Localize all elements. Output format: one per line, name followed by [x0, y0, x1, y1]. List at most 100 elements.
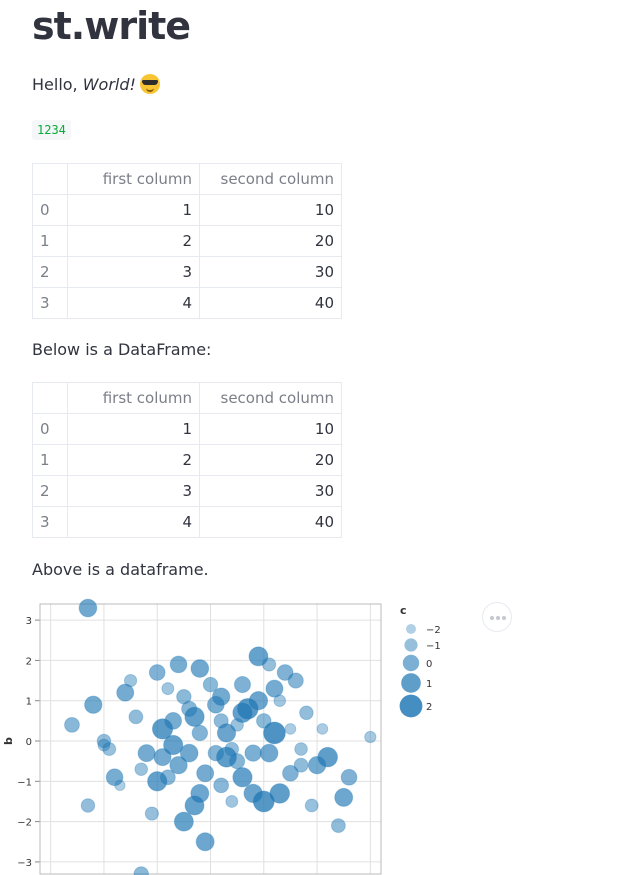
table-cell[interactable]: 30: [199, 256, 342, 288]
y-axis-label: b: [2, 737, 15, 745]
legend-symbol: [404, 638, 418, 652]
scatter-point: [248, 646, 269, 667]
table-cell[interactable]: 20: [199, 225, 342, 257]
hello-prefix: Hello,: [32, 75, 83, 94]
scatter-point: [196, 764, 215, 783]
hello-italic: World!: [82, 75, 136, 94]
table-cell[interactable]: 10: [199, 413, 342, 445]
scatter-point: [116, 683, 135, 702]
scatter-point: [173, 811, 194, 832]
table-row: 3 4 40: [32, 287, 342, 319]
scatter-point: [293, 757, 309, 773]
row-index: 1: [32, 225, 68, 257]
scatter-point: [244, 744, 262, 762]
scatter-point: [195, 832, 215, 852]
scatter-point: [105, 768, 124, 787]
scatter-point: [287, 672, 304, 689]
scatter-point: [96, 733, 112, 749]
y-tick-label: −1: [17, 777, 32, 788]
dataframe-table-1[interactable]: first column second column 0 1 10 1 2 20…: [32, 163, 342, 319]
scatter-point: [102, 742, 117, 757]
chart-menu-button[interactable]: [482, 602, 512, 632]
table-cell[interactable]: 1: [67, 194, 200, 226]
table-cell[interactable]: 4: [67, 287, 200, 319]
table-cell[interactable]: 3: [67, 475, 200, 507]
row-index: 1: [32, 444, 68, 476]
menu-dot-icon: [502, 616, 506, 620]
scatter-point: [147, 771, 168, 792]
table-header-row: first column second column: [32, 382, 342, 414]
row-index: 0: [32, 413, 68, 445]
table-cell[interactable]: 4: [67, 506, 200, 538]
scatter-point: [294, 742, 308, 756]
table-row: 0 1 10: [32, 194, 342, 226]
scatter-point: [269, 783, 291, 804]
table-cell[interactable]: 2: [67, 225, 200, 257]
scatter-point: [181, 700, 198, 717]
scatter-point: [282, 764, 299, 782]
scatter-point: [84, 695, 103, 714]
table-cell[interactable]: 3: [67, 256, 200, 288]
scatter-point: [284, 723, 297, 735]
menu-dot-icon: [496, 616, 500, 620]
legend-label: −1: [426, 641, 441, 652]
scatter-point: [299, 705, 314, 721]
page-title: st.write: [32, 4, 191, 48]
y-tick-label: 0: [26, 737, 32, 748]
scatter-point: [190, 783, 210, 803]
scatter-point: [128, 709, 144, 725]
table-row: 2 3 30: [32, 256, 342, 288]
scatter-point: [211, 687, 231, 706]
legend-symbol: [401, 673, 421, 693]
column-header-first[interactable]: first column: [67, 382, 200, 414]
index-header: [32, 163, 68, 195]
scatter-point: [334, 787, 354, 807]
legend-label: 0: [426, 659, 432, 670]
scatter-point: [144, 806, 159, 821]
row-index: 0: [32, 194, 68, 226]
table-row: 1 2 20: [32, 444, 342, 476]
scatter-point: [233, 676, 252, 694]
scatter-point: [364, 730, 377, 744]
scatter-point: [191, 724, 209, 742]
scatter-point: [78, 598, 98, 618]
table-cell[interactable]: 40: [199, 287, 342, 319]
dataframe-table-2[interactable]: first column second column 0 1 10 1 2 20…: [32, 382, 342, 538]
y-tick-label: 2: [26, 656, 32, 667]
scatter-point: [163, 734, 184, 756]
code-value: 1234: [32, 120, 71, 140]
scatter-point: [148, 664, 166, 681]
column-header-second[interactable]: second column: [199, 382, 342, 414]
scatter-point: [304, 798, 319, 813]
table-cell[interactable]: 1: [67, 413, 200, 445]
scatter-point: [256, 713, 272, 729]
table-cell[interactable]: 30: [199, 475, 342, 507]
scatter-chart[interactable]: 3 2 1 0 −1 −2 −3 b c −2 −1 0 1 2: [0, 598, 540, 875]
scatter-point: [190, 659, 210, 678]
row-index: 2: [32, 256, 68, 288]
scatter-point: [169, 655, 188, 674]
column-header-first[interactable]: first column: [67, 163, 200, 195]
scatter-point: [265, 679, 284, 698]
scatter-point: [213, 713, 229, 729]
scatter-point: [263, 721, 286, 745]
legend-label: 2: [426, 702, 432, 713]
table-cell[interactable]: 2: [67, 444, 200, 476]
scatter-point: [97, 738, 111, 752]
table-cell[interactable]: 10: [199, 194, 342, 226]
scatter-point: [232, 702, 253, 723]
table-cell[interactable]: 40: [199, 506, 342, 538]
column-header-second[interactable]: second column: [199, 163, 342, 195]
table-cell[interactable]: 20: [199, 444, 342, 476]
table-row: 3 4 40: [32, 506, 342, 538]
plot-frame: [39, 603, 382, 875]
menu-dot-icon: [490, 616, 494, 620]
legend-label: −2: [426, 625, 441, 636]
scatter-point: [213, 777, 230, 794]
below-text: Below is a DataFrame:: [32, 340, 212, 359]
legend-label: 1: [426, 679, 432, 690]
legend-symbol: [402, 654, 420, 672]
scatter-point: [134, 762, 149, 777]
scatter-point: [262, 657, 277, 672]
scatter-point: [133, 866, 149, 875]
